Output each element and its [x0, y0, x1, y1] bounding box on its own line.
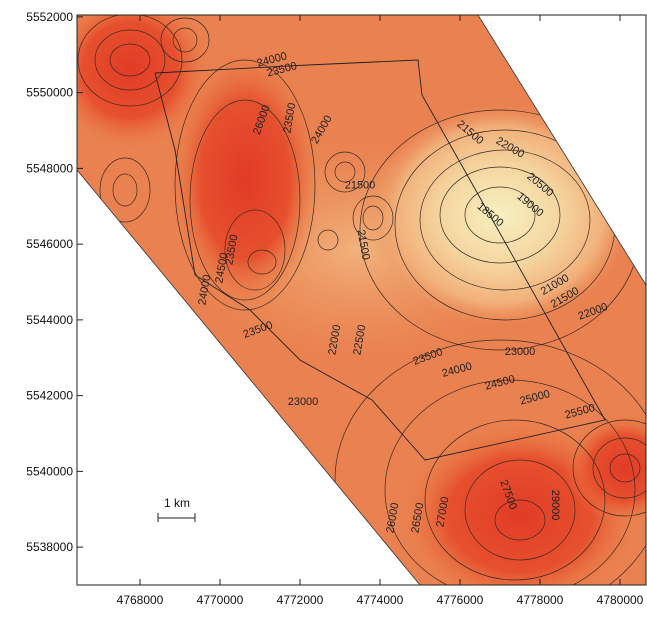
scale-label: 1 km [164, 496, 190, 510]
x-tick-label: 4770000 [197, 593, 244, 607]
y-tick-label: 5542000 [26, 389, 73, 403]
contour-label: 21500 [345, 180, 376, 192]
contour-label: 23000 [505, 346, 536, 358]
y-tick-label: 5540000 [26, 464, 73, 478]
x-tick-label: 4772000 [277, 593, 324, 607]
y-tick-label: 5552000 [26, 10, 73, 24]
y-tick-label: 5548000 [26, 161, 73, 175]
x-tick-label: 4778000 [517, 593, 564, 607]
x-tick-label: 4776000 [437, 593, 484, 607]
contour-label: 23000 [288, 396, 319, 408]
x-tick-label: 4768000 [117, 593, 164, 607]
page: {"chart_data": {"type": "contour", "xlim… [0, 0, 647, 621]
x-tick-label: 4774000 [357, 593, 404, 607]
map: 1 km 4768000 4770000 4772000 4774000 4776000… [0, 0, 647, 616]
contour-label: 29000 [549, 490, 561, 521]
y-tick-label: 5550000 [26, 86, 73, 100]
x-tick-label: 4780000 [597, 593, 644, 607]
y-tick-label: 5544000 [26, 313, 73, 327]
y-tick-label: 5546000 [26, 237, 73, 251]
scale-bar: 1 km [158, 496, 195, 522]
y-tick-label: 5538000 [26, 540, 73, 554]
